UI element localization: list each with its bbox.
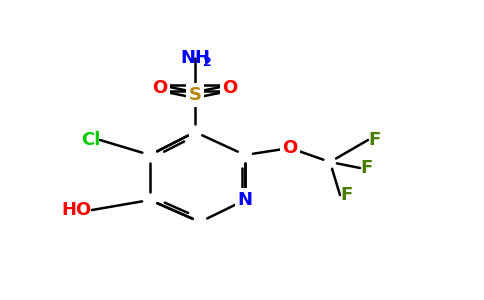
Text: Cl: Cl [81, 131, 100, 149]
Text: F: F [340, 186, 352, 204]
Text: 2: 2 [203, 56, 212, 68]
Text: F: F [368, 131, 380, 149]
Text: NH: NH [180, 49, 210, 67]
Text: O: O [152, 79, 167, 97]
Text: N: N [238, 191, 253, 209]
Text: O: O [282, 139, 298, 157]
Text: O: O [222, 79, 238, 97]
Text: S: S [188, 86, 201, 104]
Text: HO: HO [62, 201, 92, 219]
Text: F: F [360, 159, 372, 177]
